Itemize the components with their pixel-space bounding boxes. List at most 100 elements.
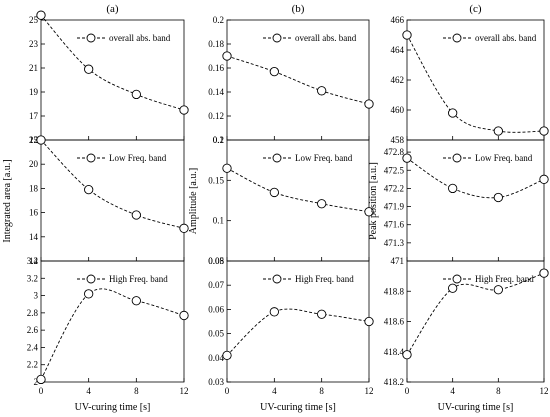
y-tick-label: 418.2: [384, 377, 404, 387]
y-tick-label: 14: [29, 232, 39, 242]
data-point: [402, 30, 412, 40]
data-point: [402, 153, 412, 163]
data-point: [493, 126, 503, 136]
panel-letter: (c): [469, 3, 482, 15]
y-tick-label: 15: [29, 135, 39, 145]
series-line: [406, 157, 545, 199]
y-axis-label: Integrated area [a.u.]: [2, 159, 13, 242]
data-point: [364, 99, 374, 109]
y-tick-label: 22: [29, 135, 38, 145]
y-tick-label: 0.14: [208, 87, 224, 97]
data-point: [131, 296, 141, 306]
y-tick-label: 12: [29, 256, 38, 266]
data-point: [222, 350, 232, 361]
data-point: [402, 350, 412, 360]
series-line: [226, 55, 370, 105]
subplot-3-2: 471 471.3 471.6 471.9 472.2 472.5 472.8 Low Fre…: [384, 139, 549, 266]
y-tick-label: 464: [391, 45, 405, 55]
x-tick-label: 12: [180, 386, 189, 396]
legend-marker: [452, 153, 462, 163]
y-tick-label: 2: [34, 377, 39, 387]
y-tick-label: 460: [391, 105, 405, 115]
x-tick-label: 4: [450, 386, 455, 396]
data-point: [84, 289, 94, 299]
y-tick-label: 0.15: [208, 175, 224, 185]
data-point: [179, 223, 189, 233]
y-tick-label: 418.8: [384, 286, 405, 296]
y-tick-label: 0.18: [208, 39, 224, 49]
data-point: [539, 174, 549, 184]
panel-letter: (b): [292, 3, 305, 15]
y-tick-label: 0.03: [208, 377, 224, 387]
subplot-2-3: 0.03 0.04 0.05 0.06 0.07 0.08 High Freq. band 0…: [208, 256, 374, 413]
plot-frame: [40, 260, 185, 383]
data-point: [222, 51, 232, 61]
legend-marker: [452, 33, 462, 43]
data-point: [36, 10, 46, 20]
x-tick-label: 8: [319, 386, 324, 396]
y-tick-label: 471: [391, 256, 405, 266]
y-tick-label: 2.8: [27, 308, 39, 318]
y-tick-label: 466: [391, 15, 405, 25]
subplot-3-3: 418.2 418.4 418.6 418.8 High Freq. band 0 4 8 12…: [384, 260, 549, 413]
data-point: [364, 316, 374, 327]
y-tick-label: 0.05: [208, 329, 224, 339]
y-tick-label: 0.1: [213, 216, 224, 226]
data-point: [493, 192, 503, 203]
series-line: [406, 34, 545, 133]
data-point: [131, 89, 141, 100]
y-tick-label: 3.2: [27, 273, 38, 283]
y-tick-label: 458: [391, 135, 405, 145]
subplot-1-2: 12 14 16 18 20 22 Low Freq. band: [29, 135, 189, 266]
y-tick-label: 0.2: [213, 135, 224, 145]
data-point: [84, 64, 94, 74]
y-tick-label: 0.12: [208, 111, 224, 121]
data-point: [36, 374, 46, 385]
y-tick-label: 472.5: [384, 165, 405, 175]
data-point: [493, 285, 503, 295]
column-1: (a)Integrated area [a.u.]151719212325ove…: [2, 3, 189, 413]
data-point: [131, 210, 141, 220]
legend-label: overall abs. band: [295, 33, 357, 43]
x-axis-label: UV-curing time [s]: [75, 402, 151, 413]
data-point: [364, 207, 374, 217]
data-point: [448, 183, 458, 194]
legend-marker: [272, 33, 282, 43]
y-axis-label: Amplitude [a.u.]: [188, 168, 199, 234]
x-tick-label: 8: [134, 386, 139, 396]
y-tick-label: 418.4: [384, 347, 405, 357]
y-tick-label: 2.2: [27, 360, 38, 370]
y-tick-label: 2.6: [27, 325, 39, 335]
legend-label: overall abs. band: [475, 33, 537, 43]
series-line: [406, 272, 545, 356]
legend-label: High Freq. band: [109, 274, 168, 284]
series-line: [40, 288, 185, 380]
data-point: [539, 268, 549, 278]
x-tick-label: 0: [39, 386, 44, 396]
y-tick-label: 462: [391, 75, 405, 85]
y-tick-label: 471.3: [384, 238, 405, 248]
y-tick-label: 3.4: [27, 256, 39, 266]
y-tick-label: 0.1: [213, 135, 224, 145]
y-tick-label: 16: [29, 208, 39, 218]
data-point: [317, 199, 327, 209]
y-tick-label: 2.4: [27, 342, 39, 352]
y-tick-label: 471.9: [384, 202, 405, 212]
data-point: [269, 66, 279, 77]
x-tick-label: 12: [540, 386, 549, 396]
x-tick-label: 0: [225, 386, 230, 396]
data-point: [179, 310, 189, 321]
legend-marker: [86, 33, 96, 43]
y-tick-label: 418.6: [384, 317, 405, 327]
data-point: [269, 307, 279, 317]
column-2: (b)Amplitude [a.u.]0.10.120.140.160.180.…: [188, 3, 374, 413]
y-tick-label: 18: [29, 183, 39, 193]
data-point: [269, 187, 279, 198]
x-tick-label: 0: [405, 386, 410, 396]
data-point: [179, 105, 189, 115]
data-point: [317, 86, 327, 96]
data-point: [448, 108, 458, 118]
y-tick-label: 3: [34, 291, 39, 301]
y-tick-label: 19: [29, 87, 39, 97]
